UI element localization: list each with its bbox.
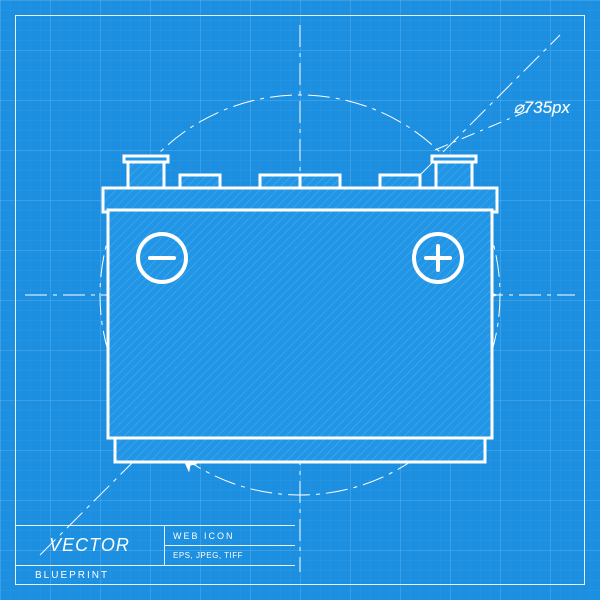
info-panel: VECTOR WEB ICON EPS, JPEG, TIFF BLUEPRIN…: [15, 525, 295, 585]
panel-line1: WEB ICON: [165, 526, 295, 546]
blueprint-canvas: ⌀735px VECTOR WEB ICON EPS, JPEG, TIFF B…: [0, 0, 600, 600]
vector-label: VECTOR: [15, 526, 165, 565]
terminal-left: [124, 156, 168, 190]
panel-line2: EPS, JPEG, TIFF: [165, 546, 295, 565]
panel-footer: BLUEPRINT: [15, 566, 295, 585]
drawing: [0, 0, 600, 600]
battery-icon: [103, 156, 497, 462]
dimension-label: ⌀735px: [513, 98, 570, 118]
terminal-right: [432, 156, 476, 190]
